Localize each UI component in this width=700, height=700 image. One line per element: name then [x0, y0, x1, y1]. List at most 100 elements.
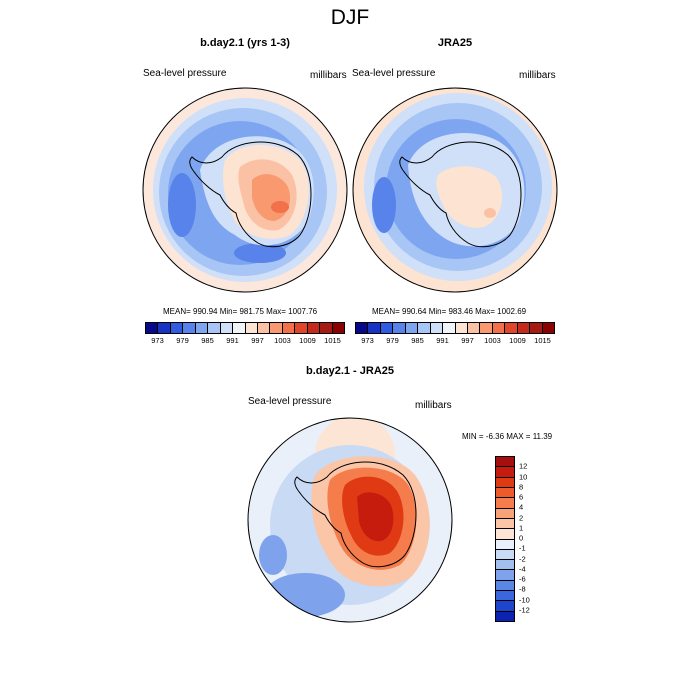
panel-2-colorbar: [355, 322, 555, 334]
colorbar-swatch: [195, 323, 209, 333]
difference-colorbar-swatch: [496, 591, 514, 602]
colorbar-swatch: [455, 323, 468, 333]
panel-2-map-border: [352, 87, 558, 293]
panel-1-colorbar-labels: 973 979 985 991 997 1003 1009 1015: [145, 336, 345, 348]
colorbar-swatch: [295, 323, 308, 333]
main-title: DJF: [330, 6, 370, 29]
panel-2-variable-label: Sea-level pressure: [352, 68, 436, 79]
difference-colorbar-tick-label: 4: [519, 502, 524, 512]
colorbar-tick-label: 1015: [534, 336, 551, 345]
panel-2-coastline: [399, 141, 522, 248]
colorbar-swatch: [405, 323, 419, 333]
panel-1-stats: MEAN= 990.94 Min= 981.75 Max= 1007.76: [163, 307, 318, 316]
difference-colorbar: [495, 456, 515, 622]
panel-2-map: [352, 87, 558, 293]
difference-colorbar-tick-label: 0: [519, 533, 524, 543]
difference-colorbar-tick-label: 1: [519, 523, 524, 533]
panel-2-title: JRA25: [437, 37, 473, 49]
difference-colorbar-swatch: [496, 498, 514, 509]
colorbar-swatch: [368, 323, 381, 333]
colorbar-swatch: [307, 323, 321, 333]
panel-2-units-label: millibars: [519, 70, 556, 81]
colorbar-swatch: [443, 323, 456, 333]
difference-colorbar-swatch: [496, 560, 514, 571]
colorbar-swatch: [320, 323, 333, 333]
difference-colorbar-tick-label: -12: [519, 605, 530, 615]
colorbar-tick-label: 985: [411, 336, 424, 345]
difference-colorbar-swatch: [496, 457, 514, 468]
difference-colorbar-tick-label: -8: [519, 584, 526, 594]
colorbar-swatch: [418, 323, 431, 333]
difference-cool-west: [259, 535, 287, 575]
difference-colorbar-tick-label: -2: [519, 554, 526, 563]
colorbar-tick-label: 1015: [324, 336, 341, 345]
colorbar-tick-label: 973: [151, 336, 164, 345]
difference-colorbar-swatch: [496, 467, 514, 478]
difference-coastline: [294, 461, 417, 568]
panel-2-high-2: [484, 208, 496, 218]
difference-colorbar-swatch: [496, 539, 514, 550]
panel-1-map: [142, 87, 348, 293]
colorbar-swatch: [480, 323, 493, 333]
difference-map: [247, 417, 453, 623]
colorbar-tick-label: 973: [361, 336, 374, 345]
difference-colorbar-swatch: [496, 601, 514, 612]
difference-colorbar-tick-label: 8: [519, 482, 524, 492]
colorbar-tick-label: 1009: [299, 336, 316, 345]
difference-colorbar-swatch: [496, 549, 514, 561]
panel-1-variable-label: Sea-level pressure: [143, 68, 227, 79]
colorbar-swatch: [208, 323, 221, 333]
colorbar-swatch: [542, 323, 554, 333]
difference-colorbar-swatch: [496, 529, 514, 540]
difference-colorbar-tick-label: -6: [519, 574, 526, 584]
colorbar-swatch: [170, 323, 184, 333]
difference-units-label: millibars: [415, 400, 452, 411]
colorbar-swatch: [146, 323, 159, 333]
panel-1-title: b.day2.1 (yrs 1-3): [200, 37, 290, 49]
difference-colorbar-swatch: [496, 611, 514, 621]
difference-map-border: [247, 417, 453, 623]
colorbar-swatch: [270, 323, 283, 333]
difference-colorbar-labels: 12 10 8 6 4 2 1 0 -1 -2 -4 -6 -8 -10 -12: [519, 456, 559, 620]
colorbar-tick-label: 979: [386, 336, 399, 345]
panel-2-stats: MEAN= 990.64 Min= 983.46 Max= 1002.69: [372, 307, 527, 316]
difference-colorbar-tick-label: 2: [519, 513, 524, 522]
panel-1-high-4: [271, 201, 289, 213]
panel-2-low-west: [372, 177, 396, 233]
colorbar-swatch: [233, 323, 246, 333]
difference-cool-south: [265, 573, 345, 617]
difference-colorbar-swatch: [496, 580, 514, 592]
panel-1-low-west: [168, 173, 196, 237]
colorbar-tick-label: 997: [461, 336, 474, 345]
colorbar-tick-label: 991: [436, 336, 449, 345]
difference-colorbar-tick-label: 10: [519, 472, 528, 481]
difference-stats: MIN = -6.36 MAX = 11.39: [462, 432, 553, 441]
difference-colorbar-tick-label: -10: [519, 595, 530, 604]
colorbar-swatch: [332, 323, 344, 333]
colorbar-swatch: [380, 323, 394, 333]
colorbar-swatch: [220, 323, 234, 333]
colorbar-tick-label: 1003: [274, 336, 291, 345]
colorbar-swatch: [257, 323, 271, 333]
difference-colorbar-swatch: [496, 518, 514, 530]
panel-1-units-label: millibars: [310, 70, 347, 81]
difference-colorbar-swatch: [496, 508, 514, 519]
colorbar-swatch: [393, 323, 406, 333]
difference-title: b.day2.1 - JRA25: [305, 365, 395, 377]
colorbar-tick-label: 1003: [484, 336, 501, 345]
difference-colorbar-swatch: [496, 477, 514, 488]
difference-colorbar-tick-label: -4: [519, 564, 526, 574]
colorbar-tick-label: 1009: [509, 336, 526, 345]
difference-colorbar-swatch: [496, 570, 514, 581]
colorbar-swatch: [492, 323, 506, 333]
colorbar-tick-label: 997: [251, 336, 264, 345]
colorbar-swatch: [158, 323, 171, 333]
panel-2-colorbar-labels: 973 979 985 991 997 1003 1009 1015: [355, 336, 555, 348]
panel-1-coastline: [189, 141, 312, 248]
colorbar-swatch: [530, 323, 543, 333]
panel-1-colorbar: [145, 322, 345, 334]
colorbar-tick-label: 991: [226, 336, 239, 345]
panel-1-low-south: [234, 243, 286, 263]
colorbar-swatch: [183, 323, 196, 333]
difference-colorbar-tick-label: -1: [519, 543, 526, 553]
